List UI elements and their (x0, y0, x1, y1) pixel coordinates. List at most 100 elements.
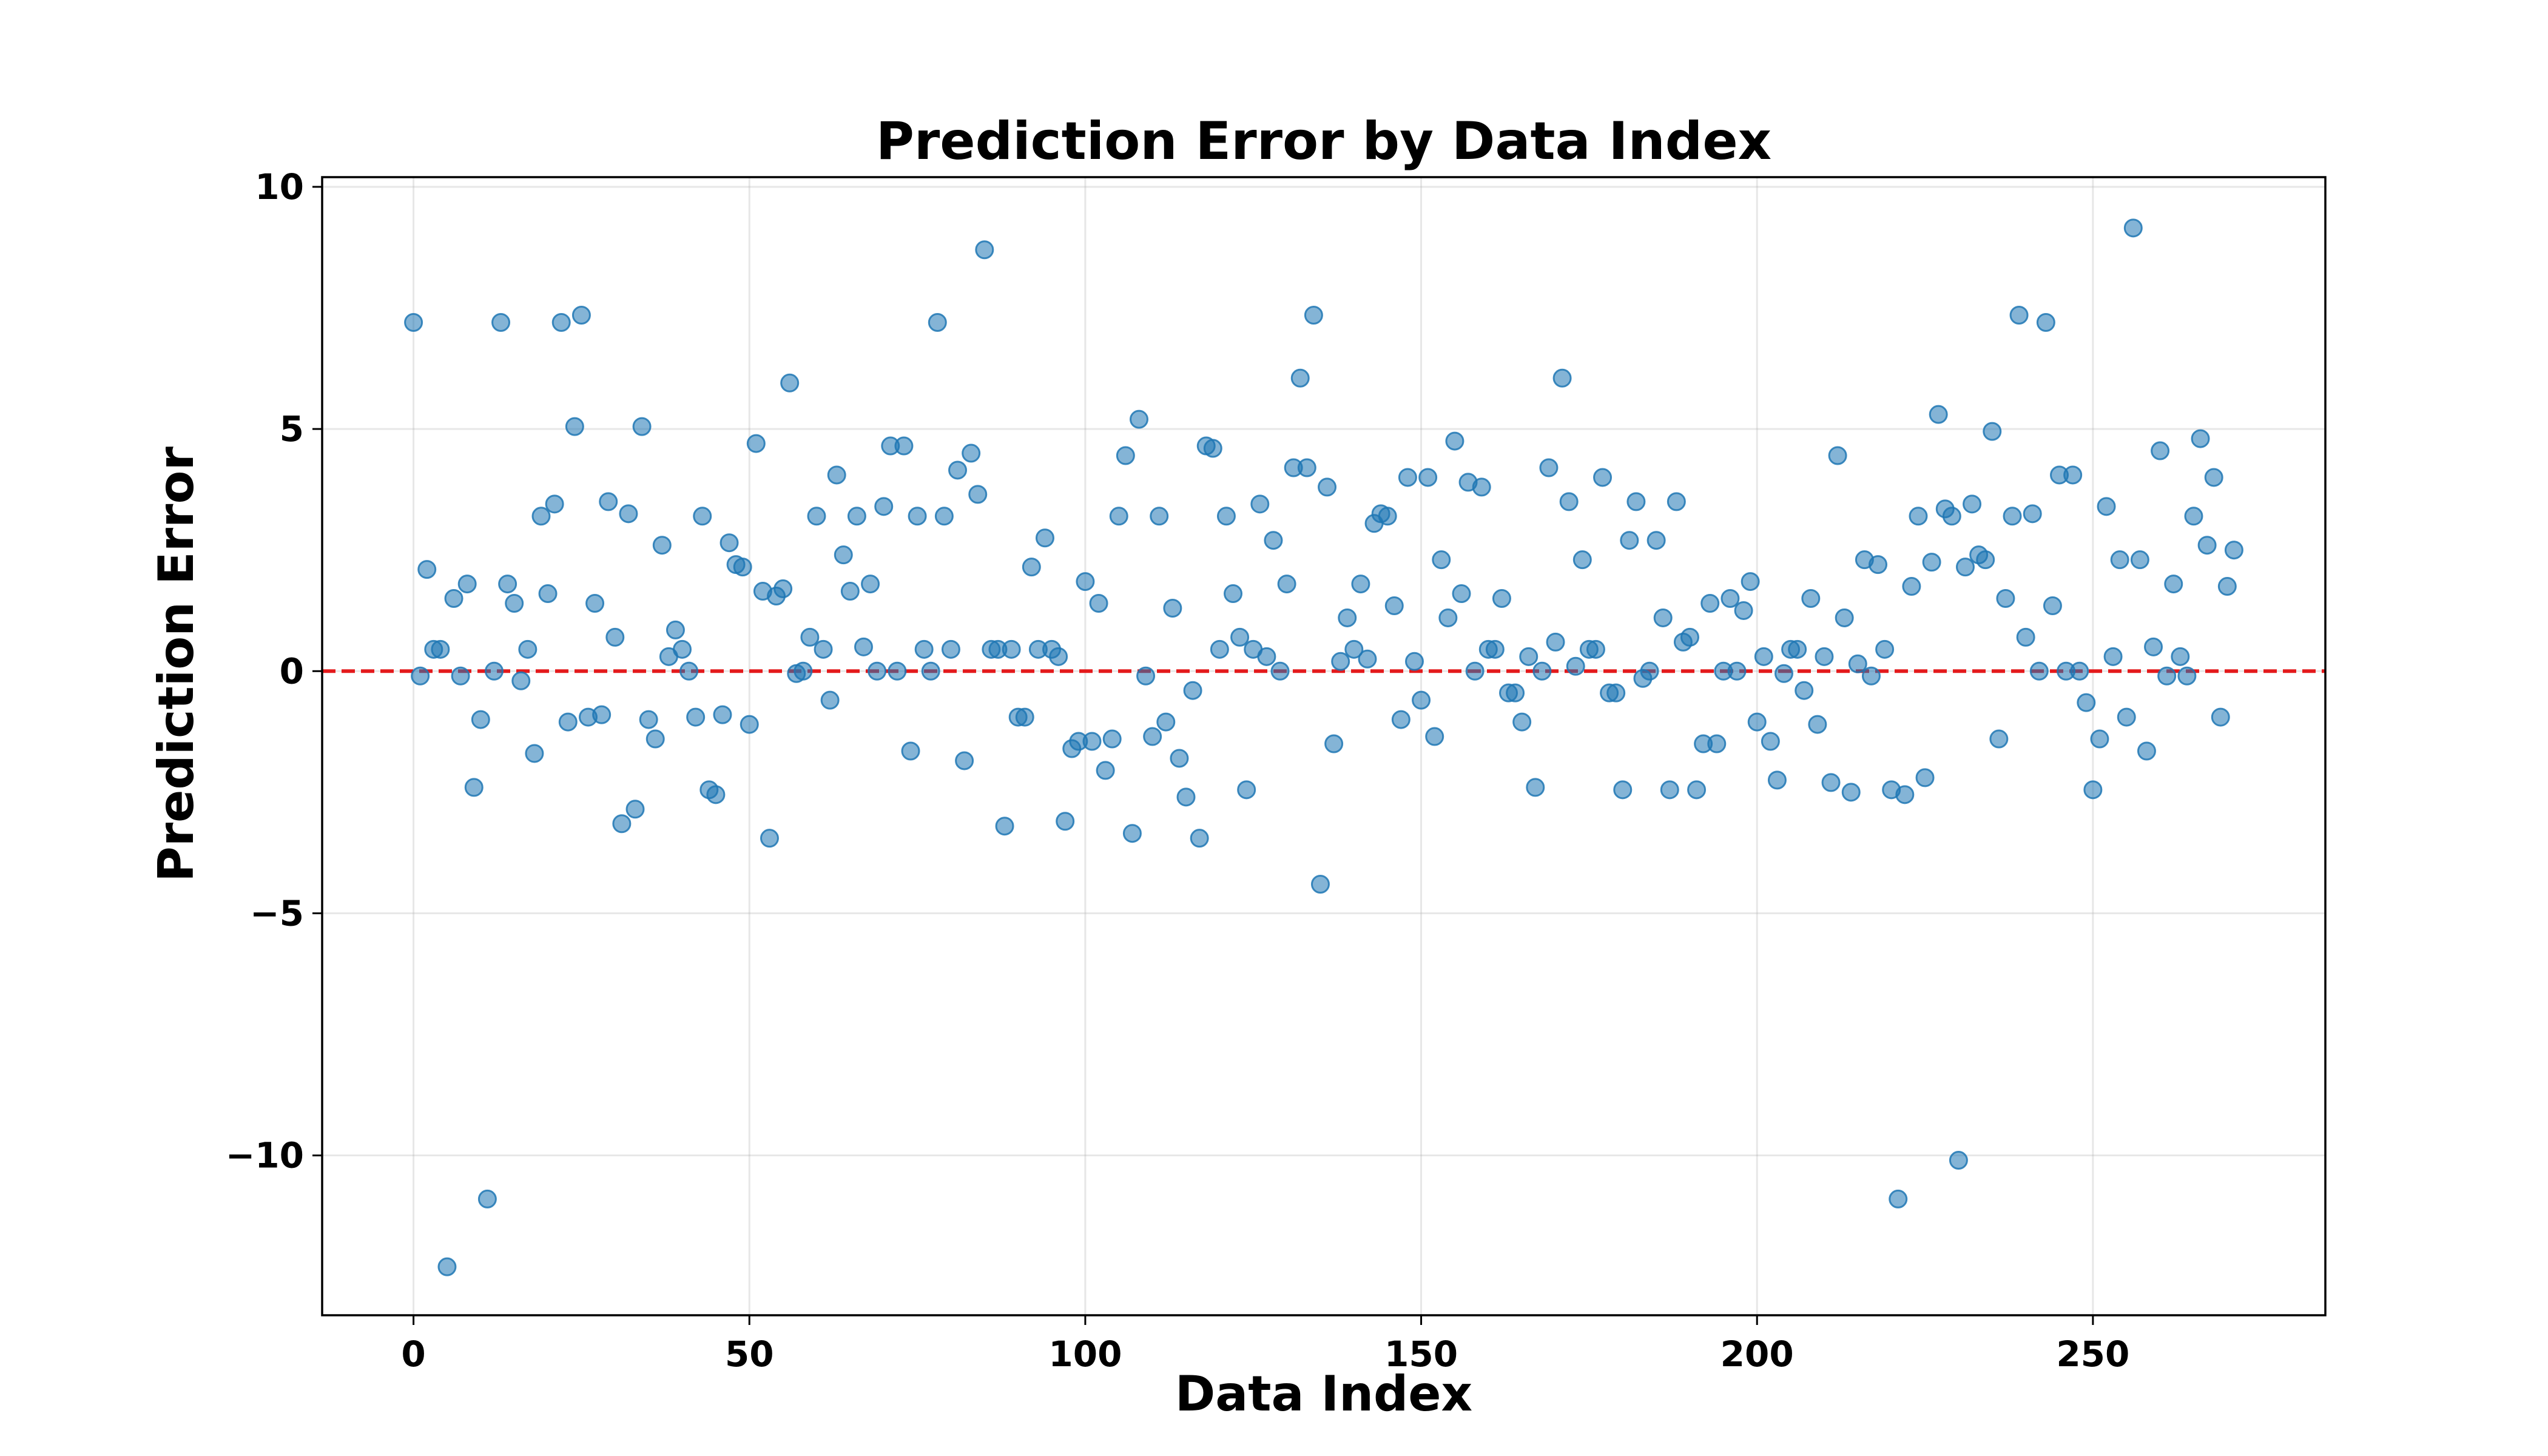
data-point (2184, 507, 2203, 526)
x-tick-label: 100 (1048, 1333, 1122, 1375)
x-tick-label: 0 (401, 1333, 425, 1375)
data-point (2043, 596, 2062, 615)
data-point (1532, 661, 1552, 681)
data-point (464, 778, 484, 797)
data-point (1432, 550, 1451, 570)
y-tick-label: 5 (280, 408, 304, 450)
data-point (1022, 558, 1041, 577)
data-point (1076, 572, 1095, 592)
data-point (1801, 589, 1821, 608)
data-point (2171, 647, 2190, 666)
data-point (1788, 639, 1807, 659)
data-point (1821, 773, 1841, 792)
data-point (1224, 584, 1243, 604)
data-point (706, 785, 726, 804)
data-point (1747, 712, 1767, 732)
data-point (2097, 497, 2116, 516)
data-point (1257, 647, 1276, 666)
data-point (1653, 608, 1673, 627)
data-point (1176, 787, 1196, 807)
data-point (1552, 368, 1572, 388)
data-point (1318, 477, 1337, 497)
data-point (934, 507, 954, 526)
data-point (477, 1189, 497, 1208)
data-point (733, 558, 752, 577)
data-point (840, 582, 860, 601)
data-point (1002, 639, 1021, 659)
data-point (444, 589, 463, 608)
data-point (2144, 637, 2163, 656)
data-point (652, 536, 672, 555)
data-point (505, 594, 524, 613)
data-point (914, 639, 934, 659)
data-point (955, 751, 974, 770)
data-point (1452, 584, 1471, 604)
data-point (1015, 707, 1034, 727)
data-point (1929, 405, 1948, 424)
data-point (1378, 507, 1397, 526)
data-point (511, 671, 531, 690)
data-point (1512, 712, 1532, 732)
data-point (1109, 507, 1128, 526)
x-tick-label: 250 (2056, 1333, 2129, 1375)
data-point (645, 729, 665, 749)
plot-frame (321, 176, 2327, 1316)
data-point (1412, 690, 1431, 710)
data-point (2151, 441, 2170, 460)
data-point (625, 800, 645, 819)
data-point (1190, 829, 1209, 848)
data-point (1646, 531, 1666, 550)
x-tick-label: 50 (725, 1333, 774, 1375)
data-point (1136, 666, 1156, 686)
data-point (1660, 780, 1679, 800)
data-point (1841, 783, 1861, 802)
chart-title: Prediction Error by Data Index (876, 111, 1771, 172)
data-point (1384, 596, 1404, 615)
data-point (746, 434, 766, 453)
data-point (2197, 536, 2217, 555)
data-point (774, 579, 793, 599)
data-point (941, 639, 960, 659)
data-point (888, 661, 907, 681)
data-point (2009, 306, 2029, 325)
data-point (2164, 575, 2183, 594)
data-point (921, 661, 940, 681)
data-point (2090, 729, 2109, 749)
data-point (1163, 598, 1182, 618)
y-tick-label: −10 (226, 1135, 304, 1176)
data-point (1425, 727, 1444, 746)
data-point (1297, 458, 1316, 477)
data-point (1170, 749, 1189, 768)
data-point (1082, 732, 1102, 751)
data-point (531, 507, 551, 526)
data-point (1304, 306, 1323, 325)
data-point (2036, 312, 2055, 332)
data-point (1358, 649, 1377, 669)
data-point (1438, 608, 1458, 627)
data-point (2077, 693, 2096, 712)
data-point (1351, 575, 1370, 594)
data-point (411, 666, 430, 686)
data-point (599, 492, 618, 511)
data-point (1089, 594, 1108, 613)
data-point (2211, 707, 2230, 727)
data-point (1721, 589, 1740, 608)
data-point (1983, 422, 2002, 441)
data-point (1324, 734, 1344, 753)
data-point (1955, 558, 1975, 577)
data-point (1680, 627, 1699, 647)
data-point (1445, 431, 1464, 451)
data-point (948, 460, 968, 480)
data-point (1465, 661, 1485, 681)
y-axis-label: Prediction Error (148, 447, 204, 882)
data-point (1290, 368, 1310, 388)
data-point (908, 507, 927, 526)
data-point (673, 639, 692, 659)
data-point (1909, 507, 1928, 526)
data-point (592, 705, 612, 724)
data-point (1808, 715, 1827, 734)
data-point (1338, 608, 1357, 627)
axis-ticks: 0 50 100 150 200 250 −10 −5 0 5 10 (226, 166, 2130, 1375)
